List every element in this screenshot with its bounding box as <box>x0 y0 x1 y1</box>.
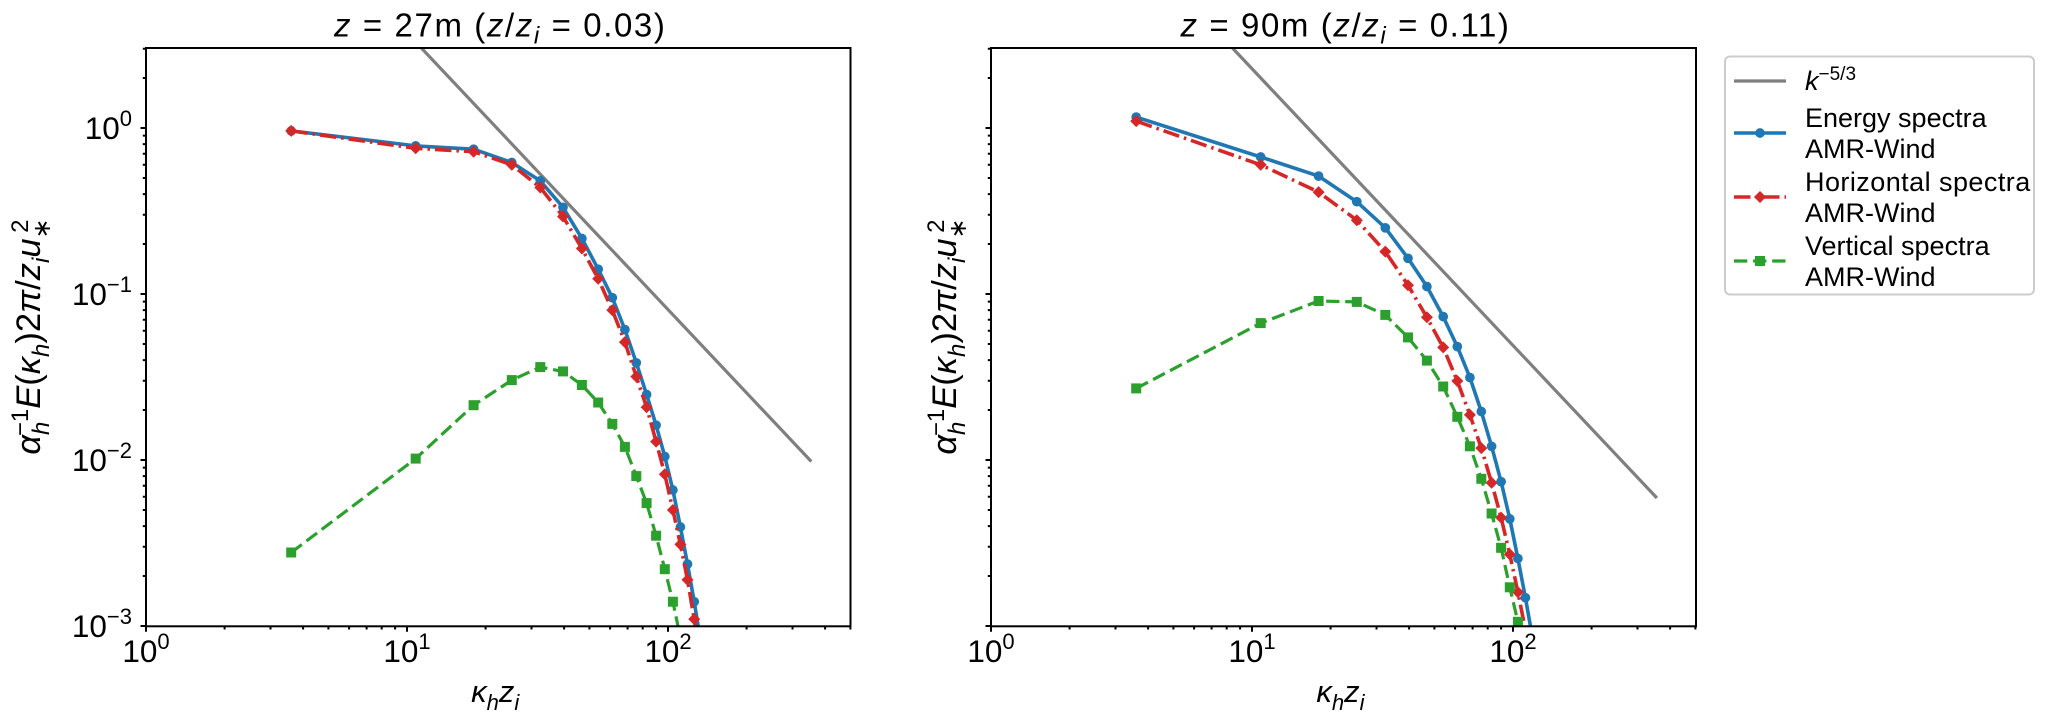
svg-text:Energy spectra: Energy spectra <box>1805 103 1988 133</box>
svg-text:AMR-Wind: AMR-Wind <box>1805 262 1936 292</box>
svg-text:102: 102 <box>644 629 691 669</box>
svg-text:AMR-Wind: AMR-Wind <box>1805 198 1936 228</box>
svg-text:κhzi: κhzi <box>1316 674 1365 715</box>
svg-text:κhzi: κhzi <box>471 674 520 715</box>
svg-text:10−1: 10−1 <box>72 272 132 312</box>
svg-text:z = 27m (z/zi = 0.03): z = 27m (z/zi = 0.03) <box>333 7 666 50</box>
svg-text:10−3: 10−3 <box>72 604 132 644</box>
svg-text:AMR-Wind: AMR-Wind <box>1805 134 1936 164</box>
svg-text:z = 90m (z/zi = 0.11): z = 90m (z/zi = 0.11) <box>1180 7 1511 50</box>
svg-text:Horizontal spectra: Horizontal spectra <box>1805 167 2031 197</box>
svg-text:αh−1E(κh)2π/ziu∗2: αh−1E(κh)2π/ziu∗2 <box>923 218 972 454</box>
svg-text:k−5/3: k−5/3 <box>1805 64 1856 96</box>
svg-text:Vertical spectra: Vertical spectra <box>1805 231 1991 261</box>
